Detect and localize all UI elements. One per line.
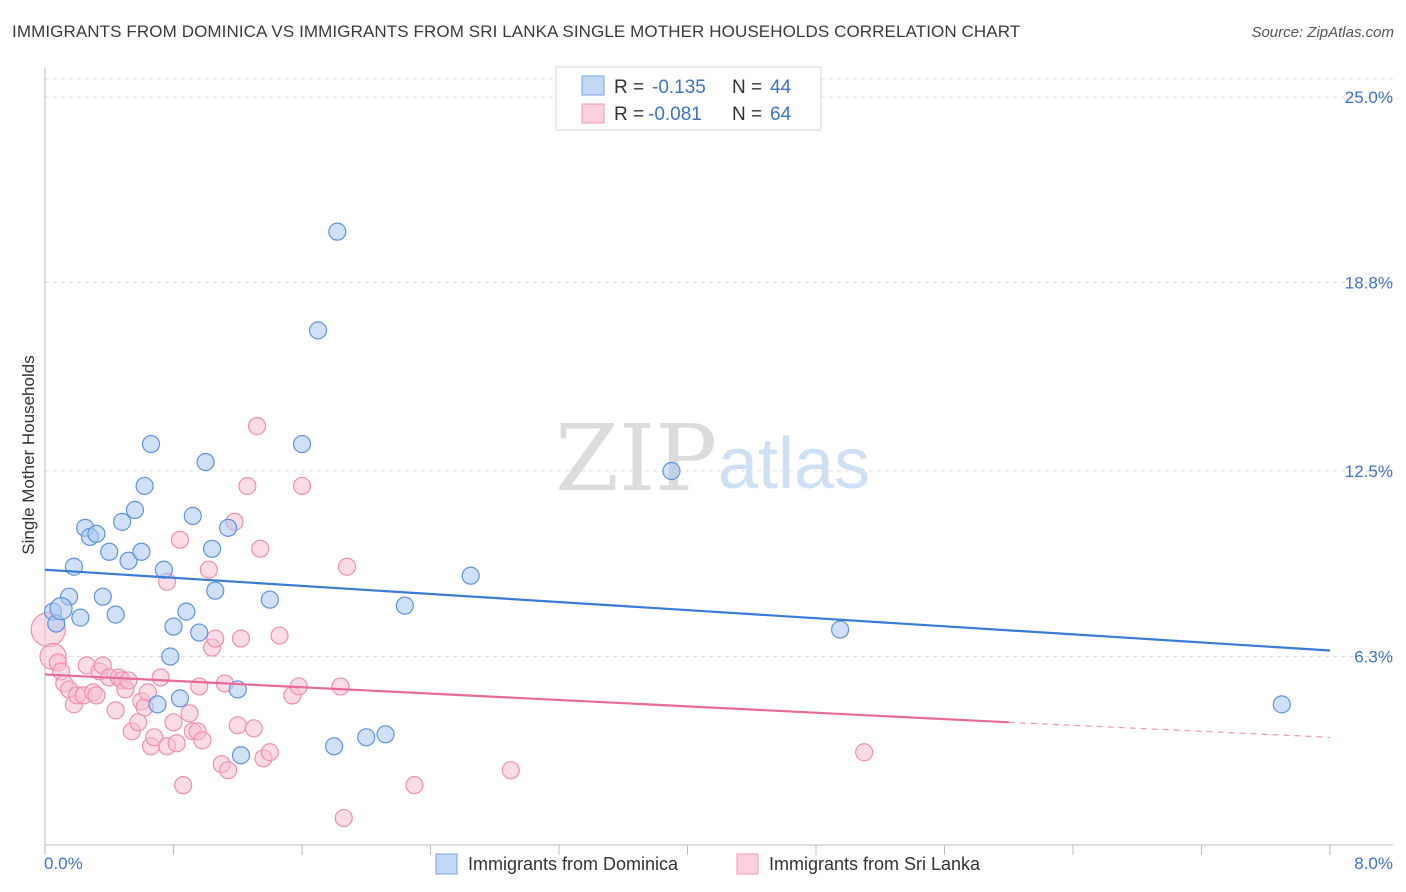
x-tick-label-max: 8.0% — [1354, 854, 1393, 873]
sri-lanka-point — [194, 732, 211, 749]
dominica-point — [114, 513, 131, 530]
watermark-atlas: atlas — [718, 424, 870, 504]
sri-lanka-point — [502, 762, 519, 779]
legend-n-label-2: N = — [732, 104, 762, 125]
watermark-zip: ZIP — [555, 405, 717, 512]
dominica-point — [220, 519, 237, 536]
sri-lanka-point — [88, 687, 105, 704]
sri-lanka-point — [168, 735, 185, 752]
dominica-point — [204, 540, 221, 557]
legend-n-value-2: 64 — [770, 104, 792, 125]
trend-lines — [45, 570, 1330, 738]
legend-r-label-2: R = — [614, 104, 644, 125]
dominica-point — [178, 603, 195, 620]
legend-r-value-2: -0.081 — [648, 104, 702, 125]
dominica-point — [107, 606, 124, 623]
sri-lanka-point — [245, 720, 262, 737]
bottom-legend-swatch-sri-lanka — [737, 854, 758, 874]
dominica-point — [832, 621, 849, 638]
sri-lanka-point — [175, 777, 192, 794]
sri-lanka-point — [271, 627, 288, 644]
series-legend: Immigrants from Dominica Immigrants from… — [436, 854, 981, 874]
dominica-point — [50, 598, 72, 620]
sri-lanka-point — [856, 744, 873, 761]
bottom-legend-label-dominica: Immigrants from Dominica — [468, 854, 679, 874]
dominica-point — [326, 738, 343, 755]
dominica-point — [396, 597, 413, 614]
sri-lanka-point — [171, 531, 188, 548]
sri-lanka-point — [200, 561, 217, 578]
gridlines — [45, 79, 1393, 657]
sri-lanka-point — [249, 418, 266, 435]
sri-lanka-point — [261, 744, 278, 761]
dominica-point — [184, 507, 201, 524]
dominica-point — [358, 729, 375, 746]
dominica-point — [149, 696, 166, 713]
x-tick-label-min: 0.0% — [44, 854, 83, 873]
dominica-point — [155, 561, 172, 578]
sri-lanka-point — [338, 558, 355, 575]
dominica-point — [72, 609, 89, 626]
legend-r-label-1: R = — [614, 77, 644, 98]
dominica-point — [377, 726, 394, 743]
dominica-point — [310, 322, 327, 339]
dominica-point — [1273, 696, 1290, 713]
sri-lanka-trend-extension — [1009, 722, 1330, 737]
bottom-legend-label-sri-lanka: Immigrants from Sri Lanka — [769, 854, 981, 874]
sri-lanka-point — [165, 714, 182, 731]
dominica-point — [197, 454, 214, 471]
sri-lanka-point — [120, 672, 137, 689]
dominica-point — [136, 477, 153, 494]
sri-lanka-point — [252, 540, 269, 557]
dominica-point — [101, 543, 118, 560]
dominica-point — [94, 588, 111, 605]
dominica-point — [462, 567, 479, 584]
dominica-point — [191, 624, 208, 641]
sri-lanka-point — [220, 762, 237, 779]
y-tick-label: 18.8% — [1345, 274, 1393, 293]
y-tick-label: 12.5% — [1345, 462, 1393, 481]
y-tick-label: 25.0% — [1345, 88, 1393, 107]
dominica-point — [133, 543, 150, 560]
dominica-point — [663, 463, 680, 480]
legend-r-value-1: -0.135 — [652, 77, 706, 98]
sri-lanka-point — [152, 669, 169, 686]
dominica-point — [171, 690, 188, 707]
sri-lanka-point — [332, 678, 349, 695]
sri-lanka-point — [207, 630, 224, 647]
dominica-point — [329, 223, 346, 240]
sri-lanka-point — [335, 810, 352, 827]
bottom-legend-swatch-dominica — [436, 854, 457, 874]
dominica-point — [162, 648, 179, 665]
sri-lanka-point — [191, 678, 208, 695]
sri-lanka-point — [294, 477, 311, 494]
dominica-point — [261, 591, 278, 608]
dominica-point — [165, 618, 182, 635]
sri-lanka-point — [232, 630, 249, 647]
scatter-chart: ZIP atlas 6.3% 12.5% 18.8% 25.0% 0.0% 8.0% Si… — [0, 0, 1406, 892]
legend-n-label-1: N = — [732, 77, 762, 98]
dominica-point — [294, 436, 311, 453]
dominica-point — [88, 525, 105, 542]
correlation-legend: R = -0.135 N = 44 R = -0.081 N = 64 — [556, 67, 821, 130]
dominica-point — [207, 582, 224, 599]
dominica-point — [143, 436, 160, 453]
y-axis-label: Single Mother Households — [19, 355, 38, 554]
sri-lanka-point — [229, 717, 246, 734]
sri-lanka-point — [406, 777, 423, 794]
legend-n-value-1: 44 — [770, 77, 792, 98]
sri-lanka-point — [181, 705, 198, 722]
dominica-point — [126, 501, 143, 518]
sri-lanka-point — [107, 702, 124, 719]
dominica-point — [232, 747, 249, 764]
legend-swatch-sri-lanka — [582, 104, 604, 123]
y-tick-label: 6.3% — [1354, 648, 1393, 667]
sri-lanka-point — [239, 477, 256, 494]
legend-swatch-dominica — [582, 76, 604, 95]
